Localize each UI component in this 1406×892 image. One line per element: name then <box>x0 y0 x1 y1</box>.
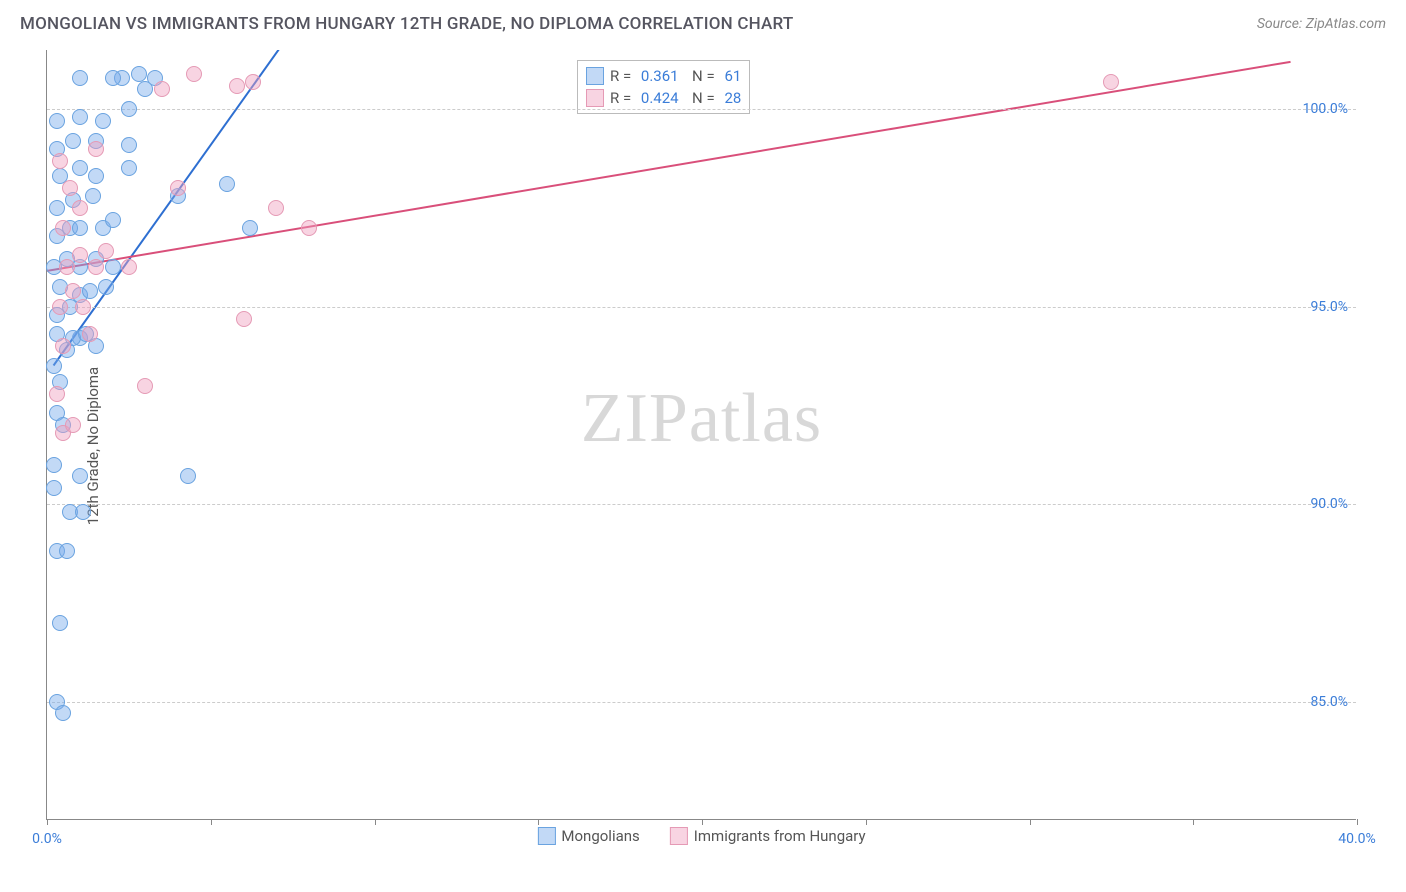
data-point <box>75 504 91 520</box>
data-point <box>121 137 137 153</box>
data-point <box>46 457 62 473</box>
data-point <box>49 386 65 402</box>
x-tick <box>47 819 48 825</box>
data-point <box>186 66 202 82</box>
source-label: Source: ZipAtlas.com <box>1257 16 1386 32</box>
data-point <box>1103 74 1119 90</box>
data-point <box>105 259 121 275</box>
data-point <box>219 176 235 192</box>
data-point <box>245 74 261 90</box>
data-point <box>137 378 153 394</box>
data-point <box>242 220 258 236</box>
watermark: ZIPatlas <box>581 379 822 459</box>
data-point <box>52 299 68 315</box>
data-point <box>72 220 88 236</box>
data-point <box>72 70 88 86</box>
data-point <box>59 543 75 559</box>
gridline <box>47 702 1356 703</box>
gridline <box>47 307 1356 308</box>
data-point <box>65 283 81 299</box>
data-point <box>59 259 75 275</box>
data-point <box>98 243 114 259</box>
data-point <box>49 113 65 129</box>
x-tick <box>702 819 703 825</box>
data-point <box>98 279 114 295</box>
x-tick <box>1193 819 1194 825</box>
y-tick-label: 100.0% <box>1303 101 1348 117</box>
data-point <box>105 212 121 228</box>
data-point <box>85 188 101 204</box>
swatch-mongolians-icon <box>537 827 555 845</box>
x-tick <box>211 819 212 825</box>
legend-item-hungary: Immigrants from Hungary <box>670 825 866 847</box>
data-point <box>105 70 121 86</box>
data-point <box>121 101 137 117</box>
x-tick-label: 40.0% <box>1338 831 1376 847</box>
y-tick-label: 85.0% <box>1310 694 1348 710</box>
data-point <box>52 615 68 631</box>
data-point <box>121 160 137 176</box>
data-point <box>62 180 78 196</box>
data-point <box>46 480 62 496</box>
trend-lines <box>47 50 1356 819</box>
data-point <box>55 220 71 236</box>
swatch-mongolians-icon <box>586 67 604 85</box>
data-point <box>236 311 252 327</box>
data-point <box>72 247 88 263</box>
data-point <box>88 141 104 157</box>
data-point <box>72 160 88 176</box>
series-legend: Mongolians Immigrants from Hungary <box>537 825 865 847</box>
swatch-hungary-icon <box>586 89 604 107</box>
swatch-hungary-icon <box>670 827 688 845</box>
stats-legend: R = 0.361 N = 61 R = 0.424 N = 28 <box>577 60 750 114</box>
data-point <box>55 338 71 354</box>
data-point <box>55 705 71 721</box>
data-point <box>154 81 170 97</box>
chart-title: MONGOLIAN VS IMMIGRANTS FROM HUNGARY 12T… <box>20 14 793 34</box>
legend-item-mongolians: Mongolians <box>537 825 639 847</box>
data-point <box>72 200 88 216</box>
data-point <box>88 259 104 275</box>
data-point <box>121 259 137 275</box>
data-point <box>46 358 62 374</box>
data-point <box>75 299 91 315</box>
scatter-chart: ZIPatlas R = 0.361 N = 61 R = 0.424 N = … <box>46 50 1356 820</box>
data-point <box>268 200 284 216</box>
x-tick-label: 0.0% <box>32 831 62 847</box>
data-point <box>65 417 81 433</box>
x-tick <box>1357 819 1358 825</box>
data-point <box>52 153 68 169</box>
data-point <box>229 78 245 94</box>
data-point <box>170 180 186 196</box>
data-point <box>82 283 98 299</box>
data-point <box>180 468 196 484</box>
data-point <box>72 109 88 125</box>
x-tick <box>538 819 539 825</box>
y-tick-label: 90.0% <box>1310 496 1348 512</box>
data-point <box>82 326 98 342</box>
x-tick <box>866 819 867 825</box>
gridline <box>47 504 1356 505</box>
data-point <box>95 113 111 129</box>
legend-row-hungary: R = 0.424 N = 28 <box>586 87 741 109</box>
data-point <box>301 220 317 236</box>
data-point <box>72 468 88 484</box>
data-point <box>65 133 81 149</box>
x-tick <box>375 819 376 825</box>
x-tick <box>1030 819 1031 825</box>
data-point <box>131 66 147 82</box>
y-tick-label: 95.0% <box>1310 299 1348 315</box>
data-point <box>49 200 65 216</box>
data-point <box>88 168 104 184</box>
gridline <box>47 109 1356 110</box>
legend-row-mongolians: R = 0.361 N = 61 <box>586 65 741 87</box>
